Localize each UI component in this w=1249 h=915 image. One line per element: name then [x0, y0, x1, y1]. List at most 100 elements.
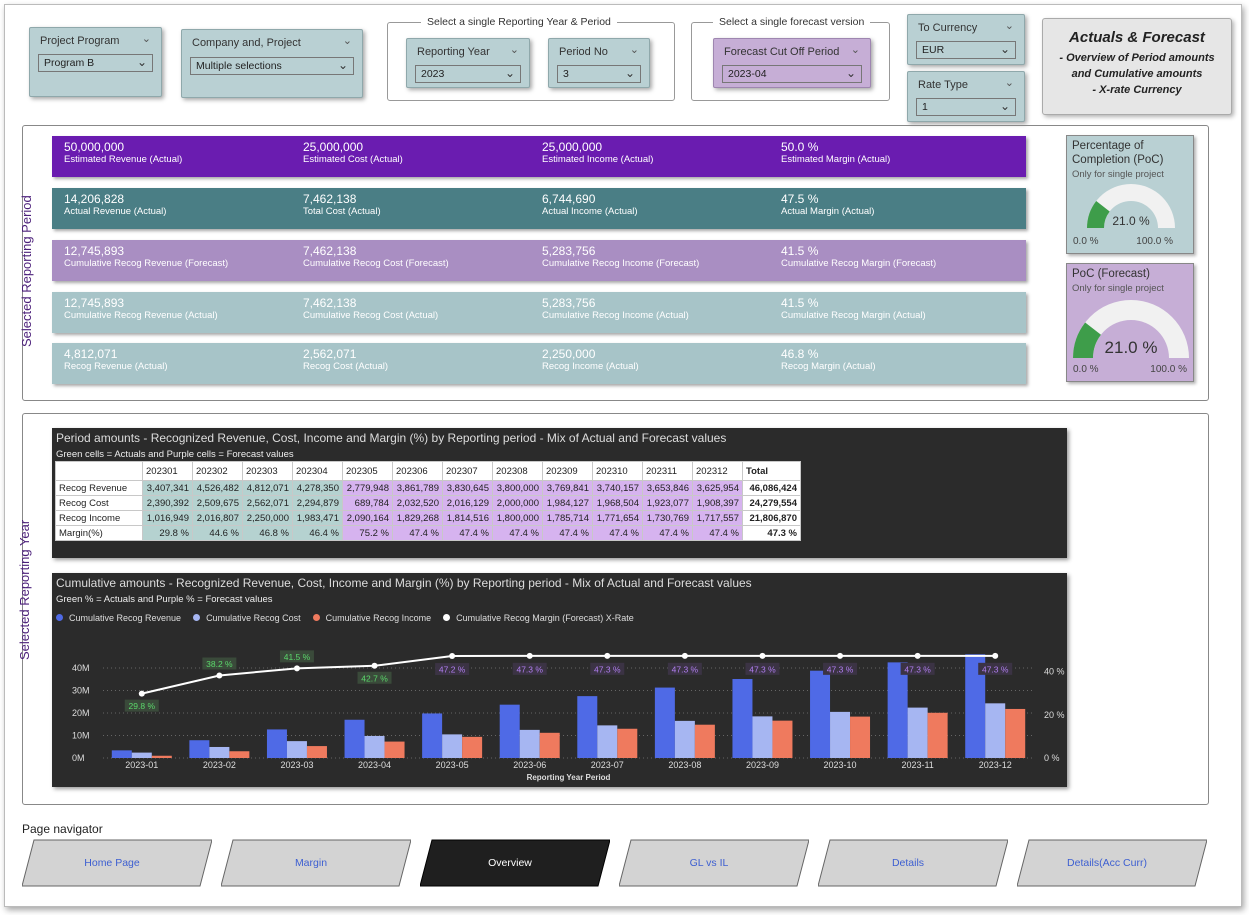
margin-point[interactable] — [293, 665, 300, 672]
period-no-dropdown[interactable]: 3 ⌄ — [557, 65, 641, 83]
kpi-card[interactable]: 50.0 % Estimated Margin (Actual) — [781, 140, 1020, 166]
kpi-card[interactable]: 41.5 % Cumulative Recog Margin (Forecast) — [781, 244, 1020, 270]
company-project-slicer[interactable]: Company and, Project ⌄ Multiple selectio… — [181, 29, 363, 98]
kpi-card[interactable]: 7,462,138 Cumulative Recog Cost (Actual) — [303, 296, 542, 322]
chevron-down-icon[interactable]: ⌄ — [850, 44, 860, 56]
kpi-card[interactable]: 2,250,000 Recog Income (Actual) — [542, 347, 781, 373]
kpi-card[interactable]: 41.5 % Cumulative Recog Margin (Actual) — [781, 296, 1020, 322]
chevron-down-icon[interactable]: ⌄ — [509, 44, 519, 56]
matrix-column-header[interactable]: 202303 — [242, 461, 293, 481]
kpi-card[interactable]: 12,745,893 Cumulative Recog Revenue (Actu… — [64, 296, 303, 322]
bar-revenue[interactable] — [887, 662, 908, 758]
bar-revenue[interactable] — [266, 729, 287, 758]
kpi-card[interactable]: 4,812,071 Recog Revenue (Actual) — [64, 347, 303, 373]
chevron-down-icon[interactable]: ⌄ — [1004, 20, 1014, 32]
kpi-card[interactable]: 5,283,756 Cumulative Recog Income (Foreca… — [542, 244, 781, 270]
bar-cost[interactable] — [597, 725, 618, 758]
kpi-card[interactable]: 12,745,893 Cumulative Recog Revenue (Fore… — [64, 244, 303, 270]
matrix-column-header[interactable]: 202302 — [192, 461, 243, 481]
kpi-card[interactable]: 46.8 % Recog Margin (Actual) — [781, 347, 1020, 373]
nav-button-home-page[interactable]: Home Page — [22, 839, 212, 887]
margin-point[interactable] — [138, 690, 145, 697]
bar-income[interactable] — [1005, 708, 1026, 758]
bar-income[interactable] — [850, 716, 871, 758]
period-no-slicer[interactable]: Period No ⌄ 3 ⌄ — [548, 38, 650, 88]
bar-cost[interactable] — [830, 711, 851, 758]
project-program-dropdown[interactable]: Program B ⌄ — [38, 54, 153, 72]
kpi-card[interactable]: 25,000,000 Estimated Cost (Actual) — [303, 140, 542, 166]
margin-point[interactable] — [604, 652, 611, 659]
bar-cost[interactable] — [674, 720, 695, 758]
bar-income[interactable] — [151, 755, 172, 758]
bar-cost[interactable] — [519, 729, 540, 758]
rate-type-dropdown[interactable]: 1 ⌄ — [916, 98, 1016, 116]
bar-revenue[interactable] — [965, 654, 986, 758]
chart-legend[interactable]: Cumulative Recog Revenue Cumulative Recog… — [56, 613, 646, 623]
bar-income[interactable] — [462, 736, 483, 758]
matrix-column-header[interactable]: 202312 — [692, 461, 743, 481]
kpi-card[interactable]: 2,562,071 Recog Cost (Actual) — [303, 347, 542, 373]
bar-cost[interactable] — [442, 734, 463, 758]
bar-revenue[interactable] — [422, 713, 443, 758]
bar-cost[interactable] — [209, 746, 230, 758]
bar-revenue[interactable] — [577, 696, 598, 758]
kpi-card[interactable]: 47.5 % Actual Margin (Actual) — [781, 192, 1020, 218]
bar-cost[interactable] — [364, 735, 385, 758]
to-currency-dropdown[interactable]: EUR ⌄ — [916, 41, 1016, 59]
matrix-column-header[interactable]: 202309 — [542, 461, 593, 481]
margin-point[interactable] — [526, 652, 533, 659]
cumulative-chart[interactable]: 0M 10M 20M 30M 40M 0 % 20 % 40 % 2023-01 2023-02 2… — [52, 573, 1067, 787]
kpi-card[interactable]: 50,000,000 Estimated Revenue (Actual) — [64, 140, 303, 166]
company-project-dropdown[interactable]: Multiple selections ⌄ — [190, 57, 354, 75]
bar-income[interactable] — [384, 741, 405, 758]
nav-button-details[interactable]: Details — [818, 839, 1008, 887]
rate-type-slicer[interactable]: Rate Type ⌄ 1 ⌄ — [907, 71, 1025, 122]
bar-revenue[interactable] — [732, 679, 753, 758]
legend-item[interactable]: Cumulative Recog Revenue — [56, 613, 187, 623]
nav-button-overview[interactable]: Overview — [420, 839, 610, 887]
forecast-cutoff-slicer[interactable]: Forecast Cut Off Period ⌄ 2023-04 ⌄ — [713, 38, 871, 88]
reporting-year-dropdown[interactable]: 2023 ⌄ — [415, 65, 521, 83]
nav-button-gl-vs-il[interactable]: GL vs IL — [619, 839, 809, 887]
margin-point[interactable] — [449, 653, 456, 660]
forecast-cutoff-dropdown[interactable]: 2023-04 ⌄ — [722, 65, 862, 83]
bar-cost[interactable] — [131, 752, 152, 758]
kpi-card[interactable]: 7,462,138 Cumulative Recog Cost (Forecast… — [303, 244, 542, 270]
period-amounts-matrix[interactable]: 202301 202302 202303 202304 202305 202306 2023… — [55, 461, 801, 541]
bar-income[interactable] — [539, 732, 560, 758]
bar-income[interactable] — [772, 720, 793, 758]
reporting-year-slicer[interactable]: Reporting Year ⌄ 2023 ⌄ — [406, 38, 530, 88]
nav-button-details-acc-curr[interactable]: Details(Acc Curr) — [1017, 839, 1207, 887]
bar-revenue[interactable] — [810, 670, 831, 758]
bar-cost[interactable] — [985, 703, 1006, 758]
margin-point[interactable] — [371, 662, 378, 669]
nav-button-margin[interactable]: Margin — [221, 839, 411, 887]
margin-point[interactable] — [914, 652, 921, 659]
matrix-column-header[interactable]: 202310 — [592, 461, 643, 481]
kpi-card[interactable]: 14,206,828 Actual Revenue (Actual) — [64, 192, 303, 218]
chevron-down-icon[interactable]: ⌄ — [1004, 77, 1014, 89]
matrix-column-header[interactable]: 202311 — [642, 461, 693, 481]
bar-cost[interactable] — [752, 716, 773, 758]
chevron-down-icon[interactable]: ⌄ — [342, 35, 352, 47]
legend-item[interactable]: Cumulative Recog Margin (Forecast) X-Rat… — [443, 613, 640, 623]
matrix-column-header[interactable]: Total — [742, 461, 801, 481]
matrix-column-header[interactable]: 202308 — [492, 461, 543, 481]
bar-cost[interactable] — [907, 707, 928, 758]
bar-income[interactable] — [306, 746, 327, 758]
bar-income[interactable] — [927, 712, 948, 758]
kpi-card[interactable]: 7,462,138 Total Cost (Actual) — [303, 192, 542, 218]
to-currency-slicer[interactable]: To Currency ⌄ EUR ⌄ — [907, 14, 1025, 65]
project-program-slicer[interactable]: Project Program ⌄ Program B ⌄ — [29, 27, 162, 97]
bar-income[interactable] — [229, 751, 250, 758]
bar-income[interactable] — [617, 728, 638, 758]
chevron-down-icon[interactable]: ⌄ — [141, 33, 151, 45]
kpi-card[interactable]: 6,744,690 Actual Income (Actual) — [542, 192, 781, 218]
matrix-column-header[interactable]: 202301 — [142, 461, 193, 481]
chevron-down-icon[interactable]: ⌄ — [629, 44, 639, 56]
bar-revenue[interactable] — [344, 719, 365, 758]
kpi-card[interactable]: 5,283,756 Cumulative Recog Income (Actual… — [542, 296, 781, 322]
bar-revenue[interactable] — [111, 750, 132, 758]
bar-revenue[interactable] — [499, 704, 520, 758]
matrix-column-header[interactable]: 202304 — [292, 461, 343, 481]
